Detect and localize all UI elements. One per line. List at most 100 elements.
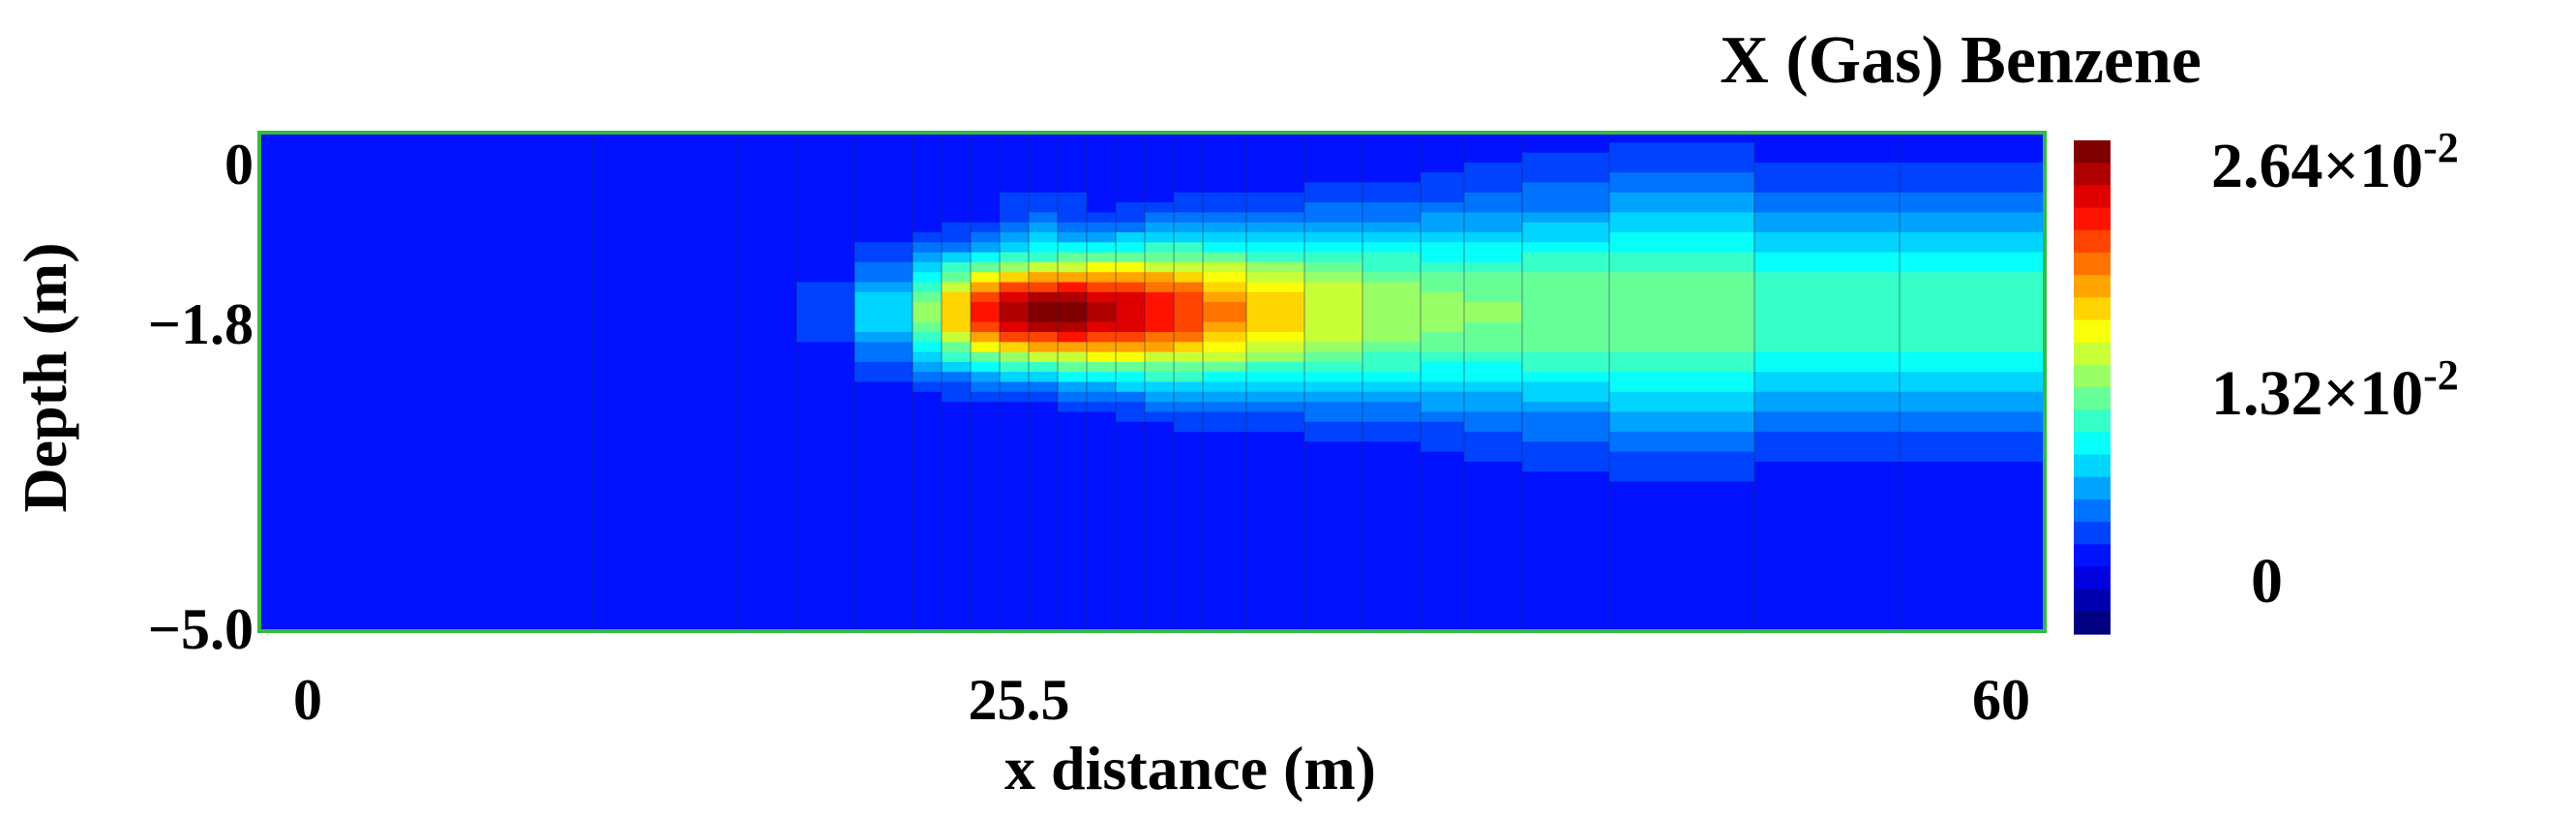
heatmap-cell xyxy=(1116,620,1146,632)
heatmap-cell xyxy=(1754,261,1901,273)
heatmap-cell xyxy=(1522,172,1610,183)
heatmap-cell xyxy=(1246,261,1305,273)
heatmap-cell xyxy=(1609,521,1755,532)
heatmap-cell xyxy=(796,620,855,632)
heatmap-cell xyxy=(1087,202,1117,213)
colorbar-band xyxy=(2074,275,2111,298)
heatmap-cell xyxy=(1174,581,1204,592)
heatmap-cell xyxy=(1421,172,1465,183)
heatmap-cell xyxy=(1058,521,1088,532)
heatmap-cell xyxy=(1304,282,1363,293)
heatmap-cell xyxy=(913,133,943,143)
heatmap-cell xyxy=(1000,461,1030,472)
heatmap-cell xyxy=(1304,501,1363,512)
heatmap-cell xyxy=(971,590,1001,602)
heatmap-cell xyxy=(1421,471,1465,482)
heatmap-cell xyxy=(1304,391,1363,403)
heatmap-cell xyxy=(913,252,943,263)
colorbar-min-label: 0 xyxy=(2251,546,2283,617)
heatmap-cell xyxy=(1087,402,1117,412)
heatmap-cell xyxy=(1174,541,1204,553)
heatmap-cell xyxy=(1421,531,1465,542)
heatmap-cell xyxy=(1754,481,1901,493)
heatmap-cell xyxy=(738,302,797,313)
heatmap-cell xyxy=(1000,560,1030,572)
heatmap-cell xyxy=(1754,620,1901,632)
heatmap-cell xyxy=(1029,571,1059,582)
heatmap-cell xyxy=(1203,441,1247,453)
heatmap-cell xyxy=(1363,342,1422,353)
heatmap-cell xyxy=(1464,501,1523,512)
heatmap-cell xyxy=(1246,202,1305,213)
heatmap-cell xyxy=(854,282,914,293)
heatmap-cell xyxy=(971,441,1001,453)
heatmap-cell xyxy=(1116,441,1146,453)
heatmap-cell xyxy=(1029,172,1059,183)
heatmap-cell xyxy=(1421,451,1465,463)
heatmap-cell xyxy=(738,531,797,542)
heatmap-cell xyxy=(854,402,914,412)
heatmap-cell xyxy=(913,441,943,453)
heatmap-cell xyxy=(1304,620,1363,632)
heatmap-cell xyxy=(1304,192,1363,203)
heatmap-cell xyxy=(913,531,943,542)
heatmap-cell xyxy=(1116,560,1146,572)
colorbar-max-label: 2.64×10-2 xyxy=(2211,124,2459,201)
heatmap-cell xyxy=(1754,312,1901,323)
heatmap-cell xyxy=(1522,471,1610,482)
heatmap-cell xyxy=(1900,372,2046,382)
heatmap-cell xyxy=(796,321,855,333)
heatmap-cell xyxy=(1421,212,1465,224)
heatmap-cell xyxy=(971,133,1001,143)
heatmap-cell xyxy=(1116,531,1146,542)
heatmap-cell xyxy=(1363,162,1422,173)
heatmap-cell xyxy=(1203,571,1247,582)
heatmap-cell xyxy=(259,511,594,523)
heatmap-cell xyxy=(1304,152,1363,164)
heatmap-cell xyxy=(971,541,1001,553)
heatmap-cell xyxy=(259,222,594,233)
heatmap-cell xyxy=(971,282,1001,293)
heatmap-cell xyxy=(1145,421,1175,433)
heatmap-cell xyxy=(1900,182,2046,194)
heatmap-cell xyxy=(1421,551,1465,562)
heatmap-cell xyxy=(1203,581,1247,592)
heatmap-cell xyxy=(1116,162,1146,173)
heatmap-cell xyxy=(971,391,1001,403)
heatmap-cell xyxy=(1145,361,1175,373)
heatmap-cell xyxy=(942,361,972,373)
heatmap-cell xyxy=(1754,521,1901,532)
heatmap-cell xyxy=(259,432,594,442)
heatmap-cell xyxy=(1029,560,1059,572)
plot-border xyxy=(257,131,2047,633)
heatmap-cell xyxy=(1464,611,1523,622)
heatmap-cell xyxy=(1029,461,1059,472)
heatmap-cell xyxy=(1304,312,1363,323)
heatmap-cell xyxy=(1087,611,1117,622)
heatmap-cell xyxy=(913,321,943,333)
heatmap-cell xyxy=(1900,192,2046,203)
heatmap-cell xyxy=(1203,152,1247,164)
heatmap-cell xyxy=(942,182,972,194)
x-tick-label: 60 xyxy=(1972,668,2030,732)
heatmap-cell xyxy=(1087,232,1117,243)
heatmap-cell xyxy=(1145,142,1175,154)
heatmap-cell xyxy=(1363,222,1422,233)
heatmap-cell xyxy=(259,531,594,542)
heatmap-cell xyxy=(1421,302,1465,313)
heatmap-cell xyxy=(1116,601,1146,612)
heatmap-cell xyxy=(1000,531,1030,542)
heatmap-cell xyxy=(259,142,594,154)
heatmap-cell xyxy=(1522,361,1610,373)
heatmap-cell xyxy=(1145,471,1175,482)
heatmap-cell xyxy=(1464,481,1523,493)
heatmap-cell xyxy=(1754,321,1901,333)
heatmap-cell xyxy=(1058,342,1088,353)
colorbar-band xyxy=(2074,566,2111,590)
heatmap-cell xyxy=(971,302,1001,313)
heatmap-cell xyxy=(1363,242,1422,254)
heatmap-cell xyxy=(854,511,914,523)
heatmap-cell xyxy=(593,152,739,164)
heatmap-cell xyxy=(1116,192,1146,203)
heatmap-cell xyxy=(1304,261,1363,273)
